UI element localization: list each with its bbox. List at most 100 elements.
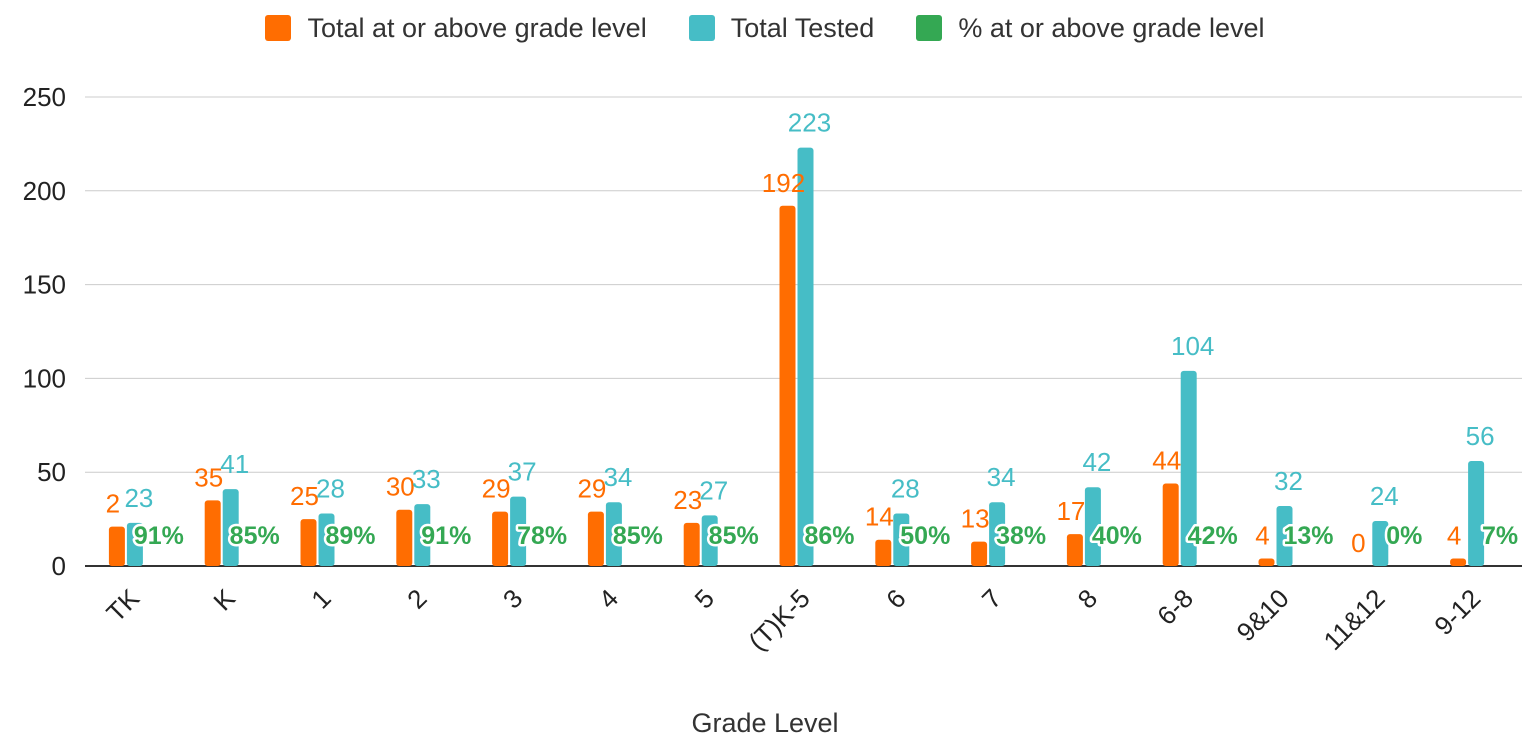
data-label-percent: 89% <box>325 522 375 550</box>
data-label-total-at-or-above: 35 <box>194 462 223 492</box>
data-label-total-tested: 28 <box>891 473 920 503</box>
data-label-total-at-or-above: 30 <box>386 472 415 502</box>
data-label-total-tested: 34 <box>603 462 632 492</box>
legend-swatch-orange <box>265 15 292 41</box>
data-label-total-at-or-above: 29 <box>577 474 606 504</box>
x-tick-label: K <box>207 583 241 617</box>
data-label-total-at-or-above: 44 <box>1152 445 1181 475</box>
data-label-total-tested: 56 <box>1466 421 1495 451</box>
data-label-total-tested: 42 <box>1082 447 1111 477</box>
x-tick-label: 4 <box>593 583 624 614</box>
data-label-percent: 86% <box>804 522 854 550</box>
bar-total-at-or-above <box>108 526 125 566</box>
x-tick-label: 3 <box>497 583 528 614</box>
bar-total-at-or-above <box>204 500 221 566</box>
x-tick-label: 9-12 <box>1428 583 1486 641</box>
data-label-total-tested: 32 <box>1274 466 1303 496</box>
data-label-total-at-or-above: 2 <box>106 489 120 519</box>
x-tick-label: TK <box>100 583 145 628</box>
data-label-percent: 91% <box>421 522 471 550</box>
legend-label: Total at or above grade level <box>307 12 647 43</box>
x-tick-label: 2 <box>401 583 432 614</box>
y-tick-label: 50 <box>37 457 66 487</box>
data-label-total-tested: 34 <box>987 462 1016 492</box>
legend-swatch-teal <box>688 15 715 41</box>
data-label-total-tested: 23 <box>124 483 153 513</box>
bar-total-tested <box>1180 370 1197 566</box>
data-label-percent: 50% <box>900 522 950 550</box>
legend-label: Total Tested <box>730 12 875 43</box>
data-label-percent: 13% <box>1283 522 1333 550</box>
data-label-total-tested: 27 <box>699 475 728 505</box>
data-label-total-tested: 24 <box>1370 481 1399 511</box>
data-label-percent: 85% <box>709 522 759 550</box>
legend: Total at or above grade level Total Test… <box>0 8 1530 48</box>
bar-total-tested <box>797 147 814 567</box>
legend-item-total-tested[interactable]: Total Tested <box>688 12 875 44</box>
data-label-percent: 78% <box>517 522 567 550</box>
x-tick-label: 7 <box>976 583 1007 614</box>
bar-total-tested <box>989 502 1006 566</box>
bar-total-at-or-above <box>875 539 892 566</box>
data-label-percent: 91% <box>134 522 184 550</box>
x-tick-label: (T)K-5 <box>742 583 815 656</box>
bar-total-at-or-above <box>396 509 413 566</box>
y-tick-label: 0 <box>52 551 66 581</box>
data-label-percent: 7% <box>1482 522 1518 550</box>
bar-total-at-or-above <box>1066 534 1083 566</box>
x-tick-label: 5 <box>688 583 719 614</box>
data-label-total-tested: 33 <box>412 464 441 494</box>
bar-total-tested <box>318 513 335 566</box>
bar-total-at-or-above <box>971 541 988 566</box>
bar-total-tested <box>414 504 431 566</box>
bar-total-tested <box>222 489 239 566</box>
bar-total-tested <box>893 513 910 566</box>
bar-total-tested <box>701 515 718 566</box>
bar-total-tested <box>126 522 143 566</box>
data-label-total-at-or-above: 4 <box>1255 520 1269 550</box>
data-label-total-tested: 223 <box>788 108 831 138</box>
bar-total-tested <box>605 502 622 566</box>
x-tick-label: 8 <box>1072 583 1103 614</box>
legend-item-total-at-or-above[interactable]: Total at or above grade level <box>265 12 647 44</box>
bar-total-tested <box>1276 505 1293 566</box>
bar-total-at-or-above <box>1258 558 1275 566</box>
legend-item-percent-at-or-above[interactable]: % at or above grade level <box>916 13 1265 44</box>
data-label-total-at-or-above: 192 <box>762 168 805 198</box>
data-label-total-at-or-above: 23 <box>673 485 702 515</box>
data-label-total-at-or-above: 25 <box>290 481 319 511</box>
data-label-percent: 0% <box>1386 522 1422 550</box>
bar-total-at-or-above <box>492 511 509 566</box>
data-label-total-at-or-above: 13 <box>961 504 990 534</box>
data-label-percent: 85% <box>230 522 280 550</box>
data-label-total-at-or-above: 14 <box>865 502 894 532</box>
data-label-percent: 40% <box>1092 522 1142 550</box>
bar-total-tested <box>1084 487 1101 566</box>
x-tick-label: 9&10 <box>1231 583 1295 647</box>
x-tick-label: 6 <box>880 583 911 614</box>
data-label-percent: 42% <box>1188 522 1238 550</box>
data-label-percent: 38% <box>996 522 1046 550</box>
y-axis-ticks: 0 50 100 150 200 250 <box>23 82 66 581</box>
data-label-percent: 85% <box>613 522 663 550</box>
bar-total-tested <box>1468 460 1485 566</box>
y-tick-label: 100 <box>23 363 66 393</box>
bar-total-at-or-above <box>300 519 317 566</box>
bar-total-at-or-above <box>683 522 700 566</box>
bar-total-at-or-above <box>779 205 796 567</box>
data-label-total-tested: 28 <box>316 473 345 503</box>
y-tick-label: 250 <box>23 82 66 112</box>
legend-swatch-green <box>916 15 943 41</box>
x-axis-ticks: TK K 1 2 3 4 5 (T)K-5 6 7 8 6-8 9&10 11&12 9-12 <box>100 583 1486 657</box>
data-label-total-at-or-above: 4 <box>1447 520 1461 550</box>
bar-total-at-or-above <box>1162 483 1179 566</box>
data-label-total-at-or-above: 29 <box>482 474 511 504</box>
y-tick-label: 200 <box>23 176 66 206</box>
bar-total-tested <box>510 496 527 566</box>
x-axis-title: Grade Level <box>691 708 839 738</box>
x-tick-label: 6-8 <box>1151 583 1199 631</box>
data-label-total-tested: 37 <box>508 457 537 487</box>
bars <box>108 147 1485 567</box>
y-tick-label: 150 <box>23 270 66 300</box>
